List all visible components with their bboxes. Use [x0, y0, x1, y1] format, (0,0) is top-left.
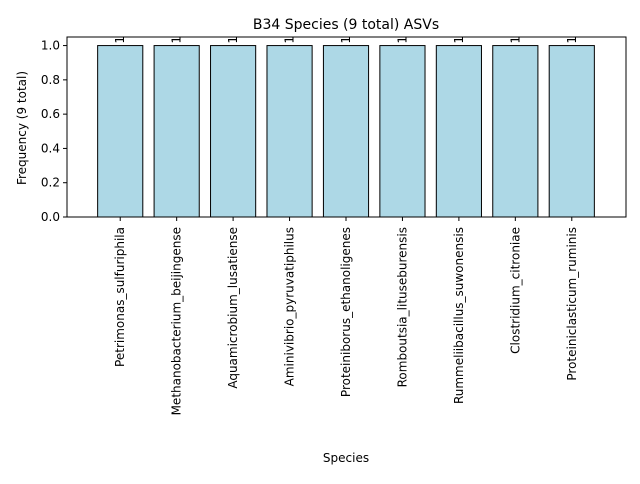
bar-value-label: 1 [508, 36, 522, 44]
x-tick-label: Romboutsia_lituseburensis [395, 227, 409, 387]
bar-value-label: 1 [226, 36, 240, 44]
y-tick-label: 0.8 [41, 73, 60, 87]
bar-value-label: 1 [395, 36, 409, 44]
bar [548, 45, 595, 218]
y-tick-label: 0.6 [41, 107, 60, 121]
bar [492, 45, 539, 218]
x-tick-label: Proteiniclasticum_ruminis [565, 227, 579, 381]
y-tick-label: 0.4 [41, 141, 60, 155]
y-tick-label: 0.2 [41, 176, 60, 190]
ticks-layer: Petrimonas_sulfuriphila Methanobacterium_… [41, 39, 579, 416]
bar-value-label: 1 [113, 36, 127, 44]
chart-title: B34 Species (9 total) ASVs [253, 17, 439, 33]
x-tick-label: Aminivibrio_pyruvatiphilus [283, 227, 297, 386]
x-tick-label: Petrimonas_sulfuriphila [113, 227, 127, 367]
bar [210, 45, 257, 218]
bar-value-label: 1 [170, 36, 184, 44]
bar [153, 45, 200, 218]
plot-frame [66, 36, 627, 218]
x-tick-label: Aquamicrobium_lusatiense [226, 227, 240, 389]
bar [379, 45, 426, 218]
bars-layer: 1 1 1 1 1 1 1 1 1 [97, 36, 595, 218]
y-axis-label: Frequency (9 total) [15, 71, 29, 185]
x-axis-label: Species [323, 451, 369, 465]
bar-value-label: 1 [452, 36, 466, 44]
x-tick-label: Methanobacterium_beijingense [170, 227, 184, 415]
bar-value-label: 1 [339, 36, 353, 44]
bar [322, 45, 370, 218]
bar [97, 45, 144, 218]
bar-value-label: 1 [565, 36, 579, 44]
bar [266, 45, 313, 218]
x-tick-label: Rummeliibacillus_suwonensis [452, 227, 466, 404]
x-tick-label: Clostridium_citroniae [508, 227, 522, 354]
bar-value-label: 1 [283, 36, 297, 44]
y-tick-label: 1.0 [41, 39, 60, 53]
y-tick-label: 0.0 [41, 210, 60, 224]
x-tick-label: Proteiniborus_ethanoligenes [339, 227, 353, 397]
bar [435, 45, 482, 218]
